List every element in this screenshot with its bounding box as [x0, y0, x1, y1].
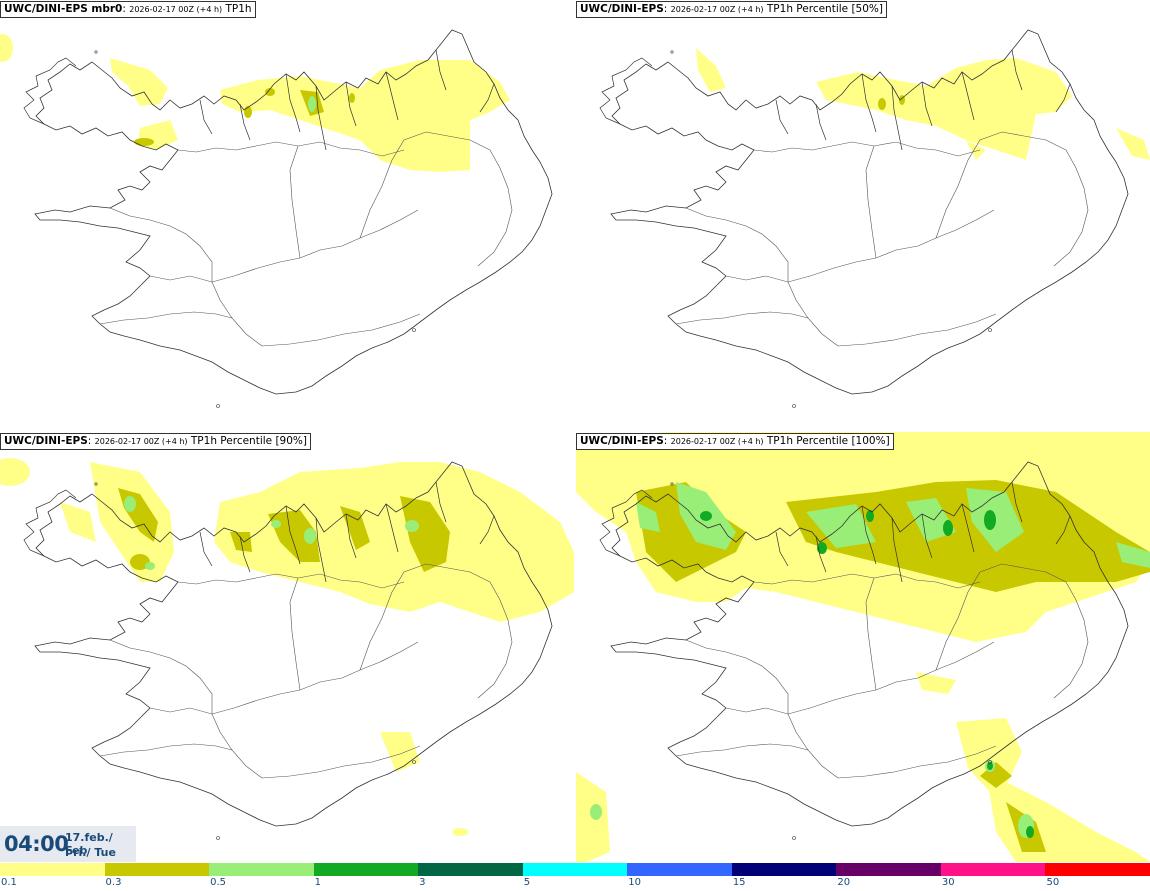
colorbar-segment — [731, 863, 837, 876]
colorbar-tick-label: 10 — [628, 877, 641, 888]
colorbar-segment — [627, 863, 732, 876]
precip-colorbar — [0, 863, 1150, 876]
colorbar-tick-label: 0.3 — [105, 877, 122, 888]
map-panel-p50: UWC/DINI-EPS: 2026-02-17 00Z (+4 h) TP1h… — [576, 0, 1150, 430]
map-panel-p90: UWC/DINI-EPS: 2026-02-17 00Z (+4 h) TP1h… — [0, 432, 574, 862]
precip-map-p90 — [0, 458, 574, 840]
colorbar-segment — [313, 863, 419, 876]
colorbar-tick-label: 0.1 — [1, 877, 17, 888]
colorbar-tick-label: 3 — [419, 877, 426, 888]
valid-time-box: 04:00 17.feb./ Feb Þri./ Tue — [0, 826, 136, 862]
panel-divider — [574, 0, 576, 862]
colorbar-tick-label: 5 — [523, 877, 531, 888]
colorbar-tick-label: 30 — [941, 877, 955, 888]
panel-title: UWC/DINI-EPS: 2026-02-17 00Z (+4 h) TP1h… — [576, 433, 894, 450]
colorbar-ticks: 0.1 0.3 0.5 1 3 5 10 15 20 30 50 — [0, 876, 1150, 891]
panel-title: UWC/DINI-EPS: 2026-02-17 00Z (+4 h) TP1h… — [576, 1, 887, 18]
precip-map-mbr0 — [0, 29, 553, 408]
valid-weekday: Þri./ Tue — [65, 846, 116, 859]
valid-time: 04:00 — [4, 832, 69, 856]
map-panel-mbr0: UWC/DINI-EPS mbr0: 2026-02-17 00Z (+4 h)… — [0, 0, 574, 430]
colorbar-segment — [940, 863, 1046, 876]
colorbar-segment — [209, 863, 314, 876]
precip-map-p100 — [576, 432, 1150, 862]
colorbar-tick-label: 50 — [1046, 877, 1060, 888]
valid-date: 17.feb./ Feb — [65, 831, 113, 857]
colorbar-tick-label: 15 — [732, 877, 746, 888]
panel-title: UWC/DINI-EPS mbr0: 2026-02-17 00Z (+4 h)… — [0, 1, 256, 18]
precip-map-p50 — [599, 29, 1150, 408]
colorbar-tick-label: 20 — [837, 877, 851, 888]
precip-field — [696, 48, 1150, 160]
colorbar-segment — [0, 863, 105, 876]
colorbar-segment — [1045, 863, 1150, 876]
colorbar-segment — [104, 863, 210, 876]
colorbar-tick-label: 1 — [314, 877, 321, 888]
colorbar-segment — [418, 863, 523, 876]
precip-field — [576, 432, 1150, 862]
colorbar-segment — [836, 863, 941, 876]
panel-title: UWC/DINI-EPS: 2026-02-17 00Z (+4 h) TP1h… — [0, 433, 311, 450]
map-panel-p100: UWC/DINI-EPS: 2026-02-17 00Z (+4 h) TP1h… — [576, 432, 1150, 862]
colorbar-tick-label: 0.5 — [210, 877, 226, 888]
colorbar-segment — [522, 863, 628, 876]
